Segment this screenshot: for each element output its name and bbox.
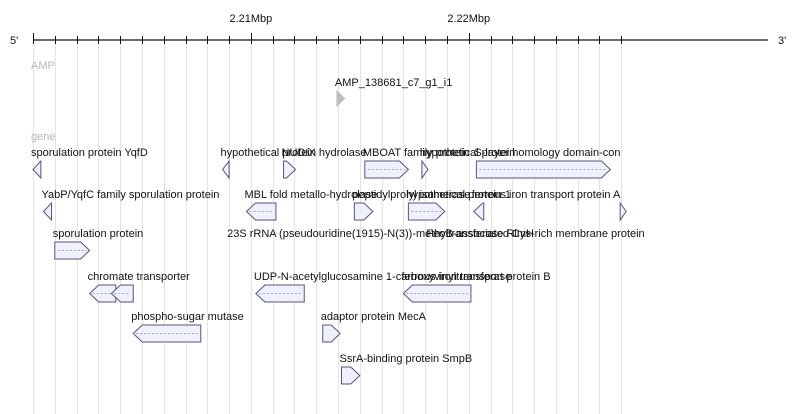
feature-label: FeoB-associated Cys-rich membrane protei… bbox=[426, 228, 644, 240]
gene-arrow[interactable] bbox=[110, 284, 134, 303]
gene-arrow[interactable] bbox=[475, 160, 612, 179]
gene-features: sporulation protein YqfD hypothetical pro… bbox=[31, 147, 645, 385]
gene-feature[interactable]: adaptor protein MecA bbox=[321, 311, 427, 343]
gene-feature[interactable] bbox=[110, 284, 134, 303]
feature-label: YabP/YqfC family sporulation protein bbox=[41, 189, 219, 201]
track-amp: AMP AMP_138681_c7_g1_i1 bbox=[31, 60, 452, 108]
feature-label: S-layer homology domain-con bbox=[474, 147, 620, 159]
track-label-gene: gene bbox=[31, 131, 55, 143]
track-label-amp: AMP bbox=[31, 60, 55, 72]
amp-arrow[interactable] bbox=[336, 89, 346, 108]
feature-label: sporulation protein YqfD bbox=[31, 147, 148, 159]
gene-arrow[interactable] bbox=[364, 160, 410, 179]
gene-feature[interactable]: sporulation protein bbox=[53, 228, 144, 260]
gene-feature[interactable]: ferrous iron transport protein A bbox=[472, 189, 621, 221]
gene-feature[interactable]: 23S rRNA (pseudouridine(1915)-N(3))-meth… bbox=[227, 228, 534, 240]
gene-arrow[interactable] bbox=[341, 366, 361, 385]
gene-arrow[interactable] bbox=[322, 324, 341, 343]
feature-label: peptidylprolyl isomerase bbox=[352, 189, 470, 201]
gene-feature[interactable]: NUDIX hydrolase bbox=[282, 147, 367, 179]
gene-arrow[interactable] bbox=[407, 202, 446, 221]
feature-label: chromate transporter bbox=[88, 271, 190, 283]
gene-arrow[interactable] bbox=[132, 324, 202, 343]
feature-label: phospho-sugar mutase bbox=[131, 311, 244, 323]
gene-arrow[interactable] bbox=[473, 202, 485, 221]
gene-arrow[interactable] bbox=[88, 284, 117, 303]
gene-feature[interactable]: peptidylprolyl isomerase bbox=[352, 189, 470, 221]
gene-arrow[interactable] bbox=[42, 201, 53, 222]
ruler: 2.21Mbp 2.22Mbp 5' 3' bbox=[10, 13, 786, 47]
amp-features: AMP_138681_c7_g1_i1 bbox=[335, 77, 452, 108]
grid-lines bbox=[33, 42, 622, 414]
ruler-tick-label: 2.22Mbp bbox=[447, 13, 490, 25]
feature-label: ferrous iron transport protein A bbox=[472, 189, 621, 201]
gene-arrow[interactable] bbox=[245, 202, 277, 221]
gene-feature[interactable]: phospho-sugar mutase bbox=[131, 311, 244, 343]
feature-label: adaptor protein MecA bbox=[321, 311, 427, 323]
ruler-tick-label: 2.21Mbp bbox=[229, 13, 272, 25]
gene-feature[interactable]: hypothetical protein 1 bbox=[406, 189, 511, 221]
gene-feature[interactable]: ferrous iron transport protein B bbox=[401, 271, 551, 303]
feature-label: MBL fold metallo-hydrolase bbox=[245, 189, 378, 201]
gene-feature[interactable]: MBL fold metallo-hydrolase bbox=[245, 189, 378, 221]
feature-label: sporulation protein bbox=[53, 228, 144, 240]
track-gene: gene sporulation protein YqfD hypothetica… bbox=[31, 131, 645, 385]
gene-arrow[interactable] bbox=[32, 159, 42, 180]
ruler-ticks: 2.21Mbp 2.22Mbp bbox=[33, 13, 622, 44]
feature-label: ferrous iron transport protein B bbox=[401, 271, 550, 283]
ruler-left-end-label: 5' bbox=[10, 35, 18, 47]
feature-label: 23S rRNA (pseudouridine(1915)-N(3))-meth… bbox=[227, 228, 534, 240]
feature-label: hypothetical protein bbox=[420, 147, 515, 159]
gene-arrow[interactable] bbox=[619, 201, 627, 222]
gene-arrow[interactable] bbox=[283, 160, 297, 179]
gene-feature[interactable] bbox=[619, 201, 627, 222]
gene-arrow[interactable] bbox=[353, 202, 374, 221]
gene-feature[interactable]: hypothetical protein bbox=[420, 147, 515, 180]
amp-feature[interactable]: AMP_138681_c7_g1_i1 bbox=[335, 77, 452, 108]
feature-label: UDP-N-acetylglucosamine 1-carboxyvinyltr… bbox=[254, 271, 511, 283]
gene-feature[interactable]: FeoB-associated Cys-rich membrane protei… bbox=[426, 228, 644, 240]
gene-feature[interactable]: hypothetical protein bbox=[221, 147, 316, 180]
gene-feature[interactable]: MBOAT family protein bbox=[363, 147, 470, 179]
feature-label: hypothetical protein bbox=[221, 147, 316, 159]
feature-label: hypothetical protein 1 bbox=[406, 189, 511, 201]
gene-feature[interactable]: sporulation protein YqfD bbox=[31, 147, 148, 180]
gene-feature[interactable]: SsrA-binding protein SmpB bbox=[340, 353, 473, 385]
gene-arrow[interactable] bbox=[402, 284, 472, 303]
feature-label: AMP_138681_c7_g1_i1 bbox=[335, 77, 452, 89]
gene-arrow[interactable] bbox=[221, 159, 230, 180]
gene-arrow[interactable] bbox=[54, 241, 91, 260]
gene-arrow[interactable] bbox=[421, 159, 429, 180]
feature-label: MBOAT family protein bbox=[363, 147, 470, 159]
gene-feature[interactable]: chromate transporter bbox=[88, 271, 190, 303]
gene-feature[interactable]: S-layer homology domain-con bbox=[474, 147, 621, 179]
gene-feature[interactable]: YabP/YqfC family sporulation protein bbox=[41, 189, 219, 222]
ruler-right-end-label: 3' bbox=[778, 35, 786, 47]
gene-feature[interactable]: UDP-N-acetylglucosamine 1-carboxyvinyltr… bbox=[254, 271, 511, 303]
feature-label: SsrA-binding protein SmpB bbox=[340, 353, 473, 365]
feature-label: NUDIX hydrolase bbox=[282, 147, 367, 159]
